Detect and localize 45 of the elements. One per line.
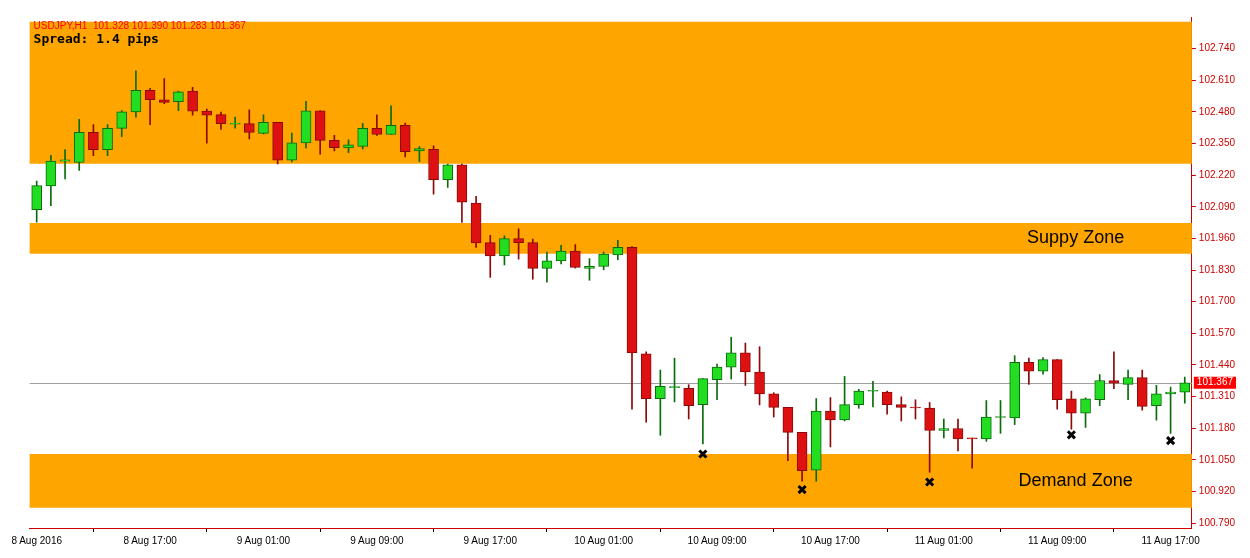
y-tick-label: 102.350 (1198, 137, 1236, 149)
y-tick-label: 100.790 (1198, 516, 1236, 528)
band-label: Suppy Zone (1027, 227, 1125, 248)
x-tick-label: 9 Aug 09:00 (350, 534, 404, 546)
point (797, 484, 808, 495)
candlestick (59, 149, 71, 180)
x-tick-label: 11 Aug 17:00 (1141, 534, 1201, 546)
y-tick-label: 100.920 (1198, 485, 1236, 497)
x-tick-label: 11 Aug 01:00 (914, 534, 974, 546)
y-tick-label: 101.830 (1198, 263, 1236, 275)
y-tick-label: 102.090 (1198, 200, 1236, 212)
chart-title: USDJPY,H1 101.328 101.390 101.283 101.367 (33, 19, 247, 31)
y-tick-label: 101.570 (1198, 327, 1236, 339)
candlestick (938, 418, 950, 439)
y-tick-label: 101.960 (1198, 232, 1236, 244)
point (1165, 435, 1176, 446)
y-tick-label: 102.220 (1198, 168, 1236, 180)
x-tick-label: 8 Aug 17:00 (123, 534, 178, 546)
annotation: Spread: 1.4 pips (33, 31, 159, 47)
point (1066, 429, 1077, 440)
y-tick-label: 101.440 (1198, 358, 1236, 370)
candlestick (966, 437, 978, 469)
point (697, 448, 708, 460)
band-label: Demand Zone (1018, 469, 1133, 490)
candlestick (895, 396, 907, 422)
point (924, 476, 935, 488)
y-tick-label: 101.310 (1198, 390, 1236, 402)
candlestick (229, 116, 241, 129)
y-tick-label: 102.740 (1198, 42, 1236, 54)
x-tick-label: 10 Aug 17:00 (800, 534, 861, 546)
candlestick (158, 78, 170, 104)
x-tick-label: 11 Aug 09:00 (1028, 534, 1087, 546)
y-tick-label: 101.050 (1198, 453, 1236, 465)
x-tick-label: 9 Aug 01:00 (236, 534, 291, 546)
candlestick (1108, 351, 1120, 389)
x-tick-label: 10 Aug 09:00 (687, 534, 747, 546)
ref-line-label: 101.367 (1196, 376, 1234, 388)
y-tick-label: 101.180 (1198, 421, 1236, 433)
y-tick-label: 102.610 (1198, 74, 1236, 86)
y-tick-label: 101.700 (1198, 295, 1236, 307)
x-tick-label: 8 Aug 2016 (11, 534, 63, 546)
x-tick-label: 9 Aug 17:00 (463, 534, 518, 546)
x-tick-label: 10 Aug 01:00 (574, 534, 634, 546)
candlestick (867, 380, 879, 408)
y-tick-label: 102.480 (1198, 105, 1236, 117)
